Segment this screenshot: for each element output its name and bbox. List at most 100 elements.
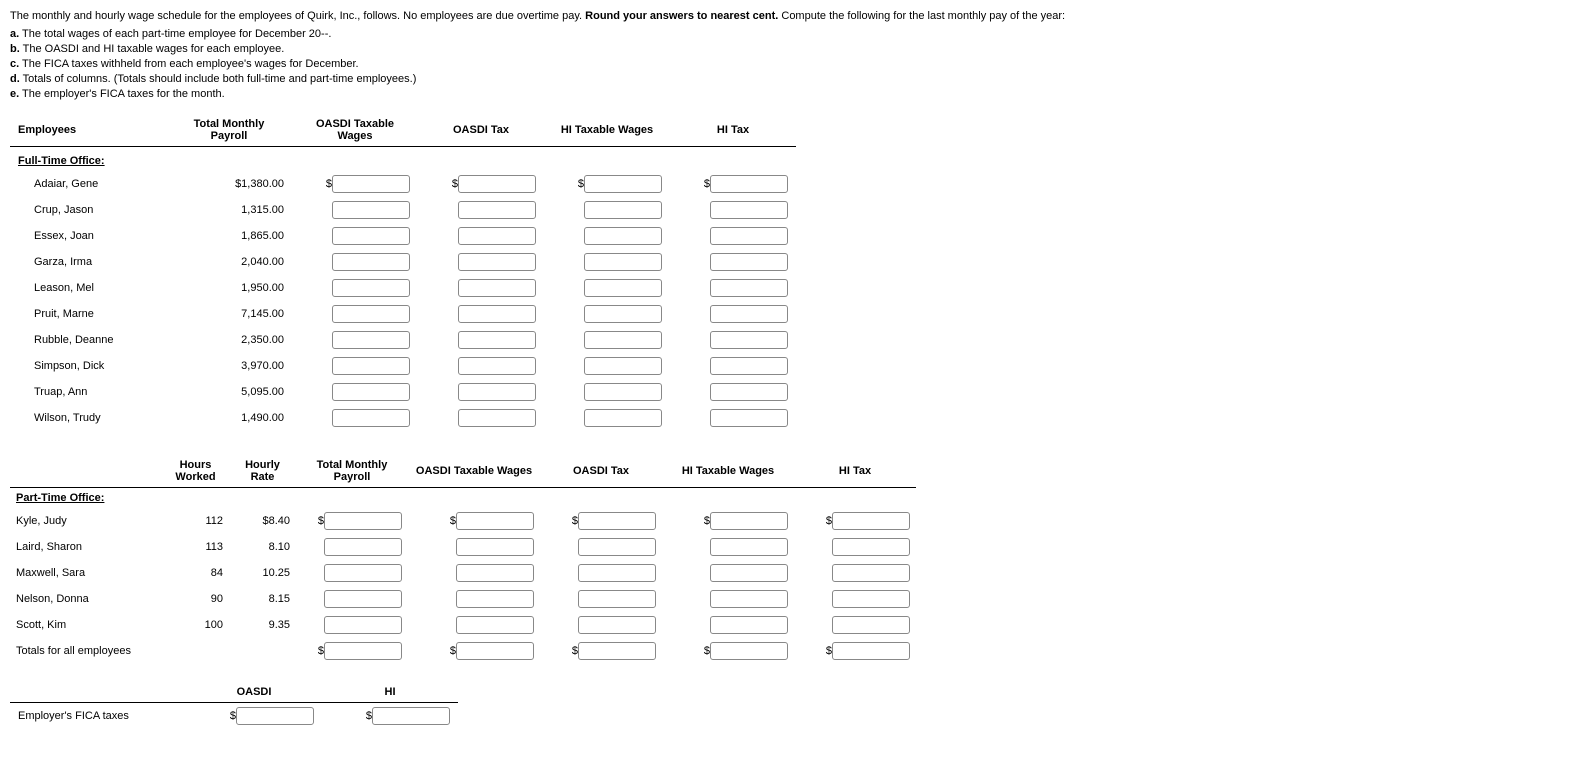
oasdi-tax-input[interactable]	[458, 227, 536, 245]
employer-fica-hi-input[interactable]	[372, 707, 450, 725]
payroll-value: 2,350.00	[166, 327, 292, 353]
pt-oasdi-wages-input[interactable]	[456, 590, 534, 608]
hi-tax-input[interactable]	[710, 201, 788, 219]
employee-name: Kyle, Judy	[10, 508, 162, 534]
oasdi-wages-input[interactable]	[332, 331, 410, 349]
col-oasdi-wages: OASDI Taxable Wages	[292, 114, 418, 147]
pt-oasdi-tax-input[interactable]	[578, 538, 656, 556]
oasdi-wages-input[interactable]	[332, 253, 410, 271]
pt-payroll-input[interactable]	[324, 512, 402, 530]
oasdi-tax-input[interactable]	[458, 409, 536, 427]
oasdi-tax-input[interactable]	[458, 357, 536, 375]
pt-hi-tax-input[interactable]	[832, 538, 910, 556]
pt-hi-tax-input[interactable]	[832, 512, 910, 530]
pt-oasdi-wages-input[interactable]	[456, 564, 534, 582]
table-row: Laird, Sharon1138.10	[10, 534, 916, 560]
table-row: Kyle, Judy112$8.40$$$$$	[10, 508, 916, 534]
oasdi-tax-input[interactable]	[458, 383, 536, 401]
hi-tax-input[interactable]	[710, 383, 788, 401]
oasdi-wages-input[interactable]	[332, 409, 410, 427]
employee-name: Laird, Sharon	[10, 534, 162, 560]
total-oasdi-tax-input[interactable]	[578, 642, 656, 660]
pt-hi-wages-input[interactable]	[710, 538, 788, 556]
hi-wages-input[interactable]	[584, 331, 662, 349]
employee-name: Leason, Mel	[10, 275, 166, 301]
hi-tax-input[interactable]	[710, 357, 788, 375]
pt-payroll-input[interactable]	[324, 616, 402, 634]
oasdi-wages-input[interactable]	[332, 305, 410, 323]
table-row: Truap, Ann5,095.00	[10, 379, 796, 405]
hi-tax-input[interactable]	[710, 409, 788, 427]
pt-hi-tax-input[interactable]	[832, 564, 910, 582]
hi-tax-input[interactable]	[710, 305, 788, 323]
oasdi-tax-input[interactable]	[458, 201, 536, 219]
payroll-value: 1,490.00	[166, 405, 292, 431]
total-oasdi-wages-input[interactable]	[456, 642, 534, 660]
item-c-letter: c.	[10, 58, 19, 70]
hi-tax-input[interactable]	[710, 175, 788, 193]
total-payroll-input[interactable]	[324, 642, 402, 660]
payroll-value: 1,865.00	[166, 223, 292, 249]
hi-tax-input[interactable]	[710, 227, 788, 245]
oasdi-wages-input[interactable]	[332, 383, 410, 401]
item-d-text: Totals of columns. (Totals should includ…	[20, 73, 417, 85]
table-row: Wilson, Trudy1,490.00	[10, 405, 796, 431]
oasdi-tax-input[interactable]	[458, 331, 536, 349]
pt-payroll-input[interactable]	[324, 590, 402, 608]
hours-value: 84	[162, 560, 229, 586]
table-row: Simpson, Dick3,970.00	[10, 353, 796, 379]
pt-payroll-input[interactable]	[324, 538, 402, 556]
pt-hi-tax-input[interactable]	[832, 616, 910, 634]
hi-wages-input[interactable]	[584, 279, 662, 297]
oasdi-wages-input[interactable]	[332, 175, 410, 193]
pt-hi-wages-input[interactable]	[710, 616, 788, 634]
total-hi-tax-input[interactable]	[832, 642, 910, 660]
pt-oasdi-wages-input[interactable]	[456, 512, 534, 530]
pt-hi-wages-input[interactable]	[710, 590, 788, 608]
hi-wages-input[interactable]	[584, 383, 662, 401]
hi-wages-input[interactable]	[584, 175, 662, 193]
rate-value: 8.15	[229, 586, 296, 612]
hi-wages-input[interactable]	[584, 227, 662, 245]
oasdi-tax-input[interactable]	[458, 175, 536, 193]
oasdi-wages-input[interactable]	[332, 227, 410, 245]
pt-oasdi-tax-input[interactable]	[578, 512, 656, 530]
fulltime-section-label: Full-Time Office:	[10, 147, 796, 172]
employee-name: Adaiar, Gene	[10, 171, 166, 197]
employer-fica-label: Employer's FICA taxes	[10, 703, 186, 730]
hi-tax-input[interactable]	[710, 331, 788, 349]
oasdi-tax-input[interactable]	[458, 253, 536, 271]
hi-tax-input[interactable]	[710, 279, 788, 297]
pt-oasdi-tax-input[interactable]	[578, 564, 656, 582]
hi-wages-input[interactable]	[584, 253, 662, 271]
oasdi-wages-input[interactable]	[332, 357, 410, 375]
pt-oasdi-wages-input[interactable]	[456, 616, 534, 634]
oasdi-wages-input[interactable]	[332, 201, 410, 219]
employee-name: Scott, Kim	[10, 612, 162, 638]
pt-oasdi-tax-input[interactable]	[578, 590, 656, 608]
col-total-payroll: Total Monthly Payroll	[166, 114, 292, 147]
hi-tax-input[interactable]	[710, 253, 788, 271]
fulltime-table: Employees Total Monthly Payroll OASDI Ta…	[10, 114, 796, 431]
pt-oasdi-wages-input[interactable]	[456, 538, 534, 556]
pt-hi-wages-input[interactable]	[710, 512, 788, 530]
hi-wages-input[interactable]	[584, 201, 662, 219]
oasdi-wages-input[interactable]	[332, 279, 410, 297]
pt-oasdi-tax-input[interactable]	[578, 616, 656, 634]
item-e-letter: e.	[10, 88, 19, 100]
hi-wages-input[interactable]	[584, 409, 662, 427]
hours-value: 90	[162, 586, 229, 612]
total-hi-wages-input[interactable]	[710, 642, 788, 660]
oasdi-tax-input[interactable]	[458, 305, 536, 323]
hi-wages-input[interactable]	[584, 357, 662, 375]
payroll-value: 1,315.00	[166, 197, 292, 223]
employer-fica-oasdi-input[interactable]	[236, 707, 314, 725]
pt-hi-wages-input[interactable]	[710, 564, 788, 582]
table-row: Scott, Kim1009.35	[10, 612, 916, 638]
pt-payroll-input[interactable]	[324, 564, 402, 582]
oasdi-tax-input[interactable]	[458, 279, 536, 297]
table-row: Pruit, Marne7,145.00	[10, 301, 796, 327]
pt-hi-tax-input[interactable]	[832, 590, 910, 608]
rate-value: 10.25	[229, 560, 296, 586]
hi-wages-input[interactable]	[584, 305, 662, 323]
